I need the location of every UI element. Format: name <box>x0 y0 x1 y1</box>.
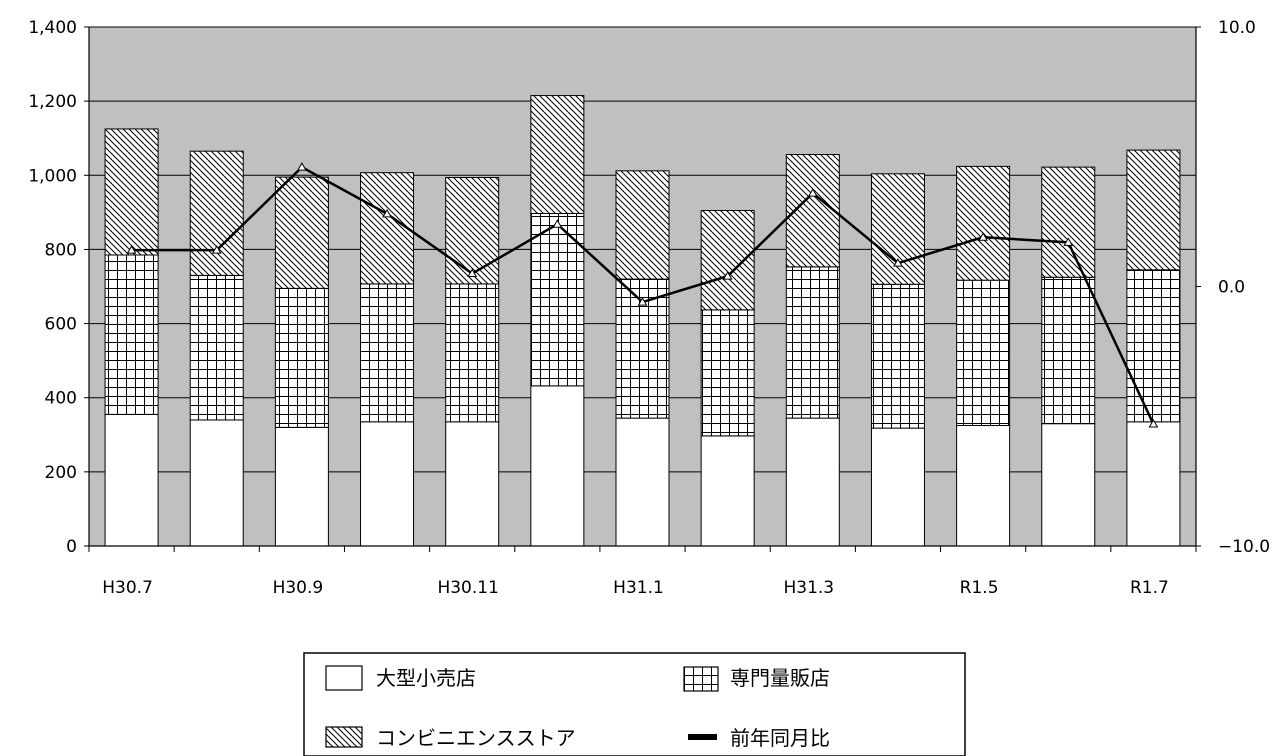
line-marker <box>893 258 903 267</box>
line-marker <box>126 245 137 254</box>
line-marker <box>807 188 818 197</box>
y-left-tick-label: 1,400 <box>28 18 77 38</box>
x-tick-label: R1.7 <box>1130 578 1169 598</box>
y-left-tick-label: 600 <box>45 315 77 335</box>
x-tick-label: H30.9 <box>273 578 324 598</box>
bar-convenience <box>956 165 1011 281</box>
x-tick-label: R1.5 <box>960 578 999 598</box>
legend-label-large-retail: 大型小売店 <box>376 666 476 690</box>
bar-specialty-mass <box>530 212 585 387</box>
bar-specialty-mass <box>870 283 925 429</box>
bar-specialty-mass <box>1041 276 1096 425</box>
bar-large-retail <box>785 417 840 547</box>
bar-large-retail <box>1041 423 1096 547</box>
bar-large-retail <box>274 426 329 547</box>
line-marker <box>637 297 648 306</box>
bar-large-retail <box>615 417 670 547</box>
bar-convenience <box>445 177 500 285</box>
legend: 大型小売店 専門量販店 コンビニエンスストア 前年同月比 <box>303 652 966 756</box>
bar-specialty-mass <box>1126 269 1181 423</box>
bar-convenience <box>360 172 415 285</box>
y-left-tick-label: 0 <box>66 537 77 557</box>
bar-specialty-mass <box>189 274 244 421</box>
line-marker <box>297 162 307 171</box>
bar-convenience <box>615 170 670 280</box>
y-right-tick-label: 10.0 <box>1218 18 1256 38</box>
line-marker <box>978 232 988 241</box>
bar-specialty-mass <box>700 309 755 437</box>
bar-specialty-mass <box>274 287 329 428</box>
y-left-tick-label: 1,200 <box>28 92 77 112</box>
legend-label-specialty-mass: 専門量販店 <box>730 666 830 690</box>
bar-convenience <box>274 176 329 289</box>
bar-large-retail <box>1126 421 1181 547</box>
bar-convenience <box>104 128 159 256</box>
legend-box <box>303 652 966 756</box>
y-left-tick-label: 200 <box>45 463 77 483</box>
bar-large-retail <box>189 419 244 547</box>
line-marker <box>722 271 733 280</box>
legend-swatch-specialty-mass <box>683 666 719 692</box>
bar-convenience <box>870 173 925 285</box>
legend-swatch-convenience <box>325 726 363 748</box>
bar-specialty-mass <box>104 254 159 415</box>
legend-label-convenience: コンビニエンスストア <box>376 726 576 750</box>
line-marker <box>1148 419 1159 428</box>
bar-large-retail <box>445 421 500 547</box>
bar-convenience <box>1126 149 1181 271</box>
bar-large-retail <box>530 385 585 547</box>
x-tick-label: H30.11 <box>437 578 498 598</box>
line-marker <box>552 219 563 228</box>
bar-convenience <box>700 210 755 311</box>
line-marker <box>211 245 222 254</box>
y-right-tick-label: −10.0 <box>1218 537 1270 557</box>
legend-label-yoy: 前年同月比 <box>730 726 830 750</box>
y-left-tick-label: 800 <box>45 240 77 260</box>
legend-swatch-large-retail <box>325 665 363 691</box>
x-tick-label: H31.1 <box>613 578 664 598</box>
line-marker <box>467 268 478 278</box>
bar-large-retail <box>360 421 415 547</box>
y-left-tick-label: 400 <box>45 389 77 409</box>
x-tick-label: H31.3 <box>783 578 834 598</box>
bar-large-retail <box>104 413 159 547</box>
legend-swatch-yoy <box>688 734 717 740</box>
bar-specialty-mass <box>956 279 1011 427</box>
bar-specialty-mass <box>360 283 415 423</box>
bar-specialty-mass <box>445 283 500 423</box>
bar-convenience <box>530 95 585 214</box>
y-right-tick-label: 0.0 <box>1218 278 1245 298</box>
x-tick-label: H30.7 <box>102 578 153 598</box>
bar-large-retail <box>700 435 755 547</box>
line-marker <box>382 208 392 218</box>
bar-convenience <box>1041 166 1096 278</box>
line-marker <box>1063 237 1074 246</box>
bar-specialty-mass <box>785 266 840 419</box>
y-left-tick-label: 1,000 <box>28 166 77 186</box>
bar-large-retail <box>870 427 925 547</box>
bar-convenience <box>189 150 244 276</box>
bar-large-retail <box>956 425 1011 547</box>
